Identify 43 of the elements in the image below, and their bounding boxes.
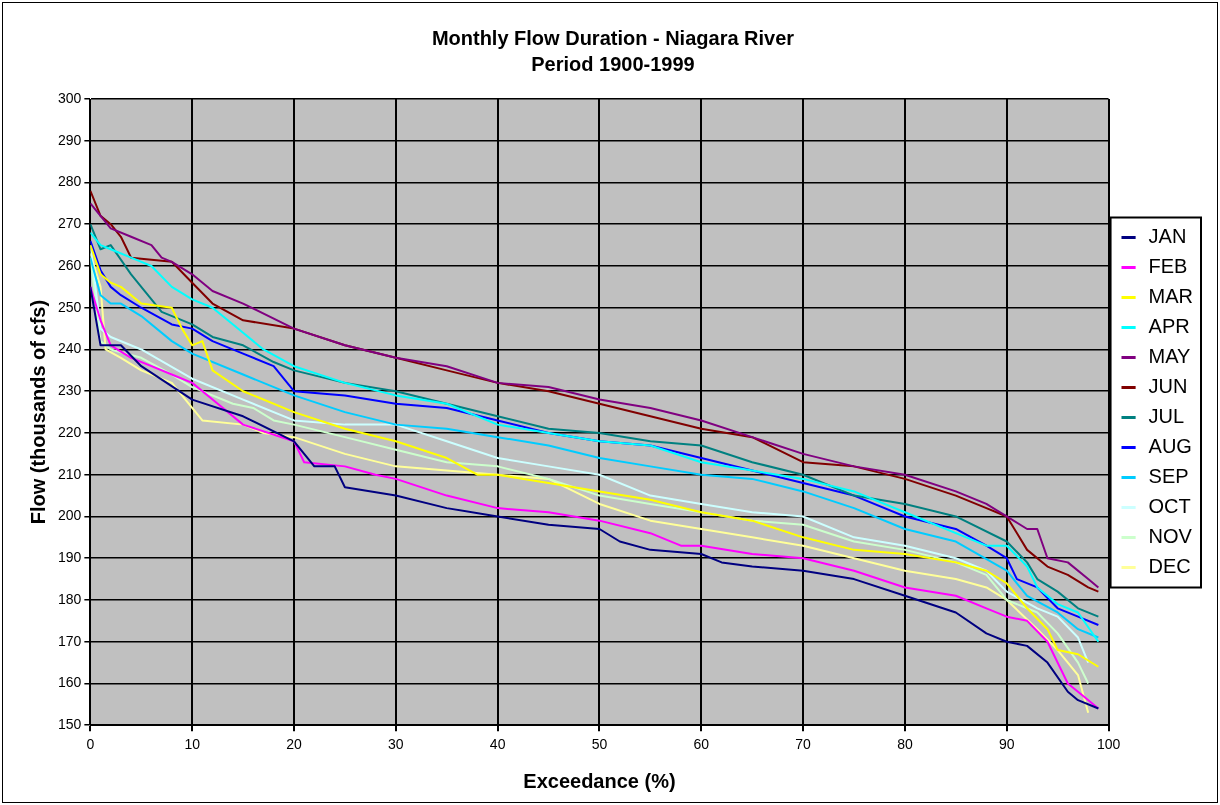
legend-label: AUG [1148,435,1192,458]
legend-label: APR [1148,315,1190,338]
y-tick-label: 200 [58,507,82,524]
y-tick-label: 230 [58,382,82,399]
y-tick-label: 290 [58,131,82,148]
x-tick-label: 40 [489,736,506,753]
y-tick-label: 210 [58,465,82,482]
y-tick-label: 170 [58,632,82,649]
y-tick-label: 300 [58,89,82,106]
legend-label: NOV [1148,525,1193,548]
legend-label: OCT [1148,495,1191,518]
legend-label: JAN [1148,225,1187,248]
legend-label: JUN [1148,375,1188,398]
legend-label: JUL [1148,405,1185,428]
chart-title: Monthly Flow Duration - Niagara River [431,26,795,49]
x-tick-label: 70 [795,736,812,753]
y-tick-label: 270 [58,215,82,232]
legend-label: DEC [1148,555,1191,578]
chart-subtitle: Period 1900-1999 [531,52,695,75]
legend-label: FEB [1148,255,1188,278]
x-tick-label: 60 [693,736,710,753]
x-tick-label: 20 [286,736,302,753]
y-tick-label: 250 [58,298,82,315]
x-tick-label: 0 [86,736,95,753]
y-tick-label: 220 [58,423,82,440]
x-axis-title: Exceedance (%) [523,769,676,792]
x-tick-label: 90 [998,736,1015,753]
y-tick-label: 260 [58,256,82,273]
x-tick-label: 10 [184,736,201,753]
legend-label: MAY [1148,345,1191,368]
y-tick-label: 240 [58,340,82,357]
y-tick-label: 180 [58,590,82,607]
y-tick-label: 280 [58,173,82,190]
y-tick-label: 160 [58,674,82,691]
x-tick-label: 80 [897,736,913,753]
y-tick-label: 190 [58,549,82,566]
legend-label: MAR [1148,285,1194,308]
legend-label: SEP [1148,465,1189,488]
x-tick-label: 50 [591,736,608,753]
y-axis-title: Flow (thousands of cfs) [26,299,49,525]
y-tick-label: 150 [58,716,82,733]
x-tick-label: 100 [1096,736,1121,753]
x-tick-label: 30 [388,736,404,753]
